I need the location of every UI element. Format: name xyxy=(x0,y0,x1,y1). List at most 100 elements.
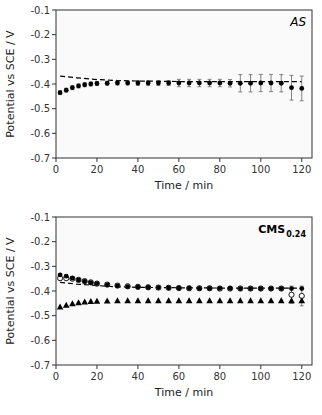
triangle-point xyxy=(63,302,70,308)
tick xyxy=(52,365,56,366)
triangle-point xyxy=(114,297,121,303)
error-bar xyxy=(136,81,140,86)
error-bar xyxy=(197,79,201,86)
error-bar xyxy=(228,287,232,291)
tick xyxy=(219,158,220,162)
open-point xyxy=(135,284,140,289)
point xyxy=(299,86,304,91)
annotation: AS xyxy=(289,15,306,29)
open-point xyxy=(70,276,75,281)
error-bar xyxy=(126,284,130,288)
point xyxy=(176,81,181,86)
point xyxy=(207,81,212,86)
frame xyxy=(56,217,312,365)
figure: -0.7-0.6-0.5-0.4-0.3-0.2-0.1020406080100… xyxy=(0,0,322,415)
tick xyxy=(52,10,56,11)
error-bar xyxy=(70,86,74,90)
triangle-point xyxy=(278,297,285,303)
open-point xyxy=(146,285,151,290)
tick-label: 80 xyxy=(213,164,226,175)
point xyxy=(95,281,100,286)
error-bar xyxy=(77,84,81,88)
tick-label: -0.4 xyxy=(30,79,50,90)
tick xyxy=(137,365,138,369)
tick-label: 40 xyxy=(132,371,145,382)
tick xyxy=(301,158,302,162)
plot-area xyxy=(56,217,312,365)
tick-label: -0.3 xyxy=(30,261,50,272)
error-bar xyxy=(146,285,150,289)
triangle-point xyxy=(176,297,183,303)
error-bar xyxy=(279,75,283,92)
point xyxy=(299,286,304,291)
tick xyxy=(52,340,56,341)
point xyxy=(248,286,253,291)
error-bar xyxy=(187,79,191,86)
open-point xyxy=(279,286,284,291)
point xyxy=(70,276,75,281)
tick-label: -0.5 xyxy=(30,103,50,114)
tick-label: 60 xyxy=(173,371,186,382)
point xyxy=(70,85,75,90)
triangle-point xyxy=(196,297,203,303)
triangle-point xyxy=(268,297,275,303)
triangle-point xyxy=(206,297,213,303)
error-bar xyxy=(218,79,222,86)
error-bar xyxy=(115,284,119,288)
tick-label: -0.3 xyxy=(30,54,50,65)
open-point xyxy=(217,286,222,291)
tick-label: -0.7 xyxy=(30,153,50,164)
tick xyxy=(56,365,57,369)
tick xyxy=(56,158,57,162)
error-bar xyxy=(156,286,160,290)
error-bar xyxy=(167,286,171,290)
error-bar xyxy=(218,287,222,291)
point xyxy=(217,81,222,86)
triangle-point xyxy=(247,297,254,303)
y-axis-label: Potential vs SCE / V xyxy=(4,30,17,138)
error-bar xyxy=(95,282,99,286)
point xyxy=(136,81,141,86)
error-bar xyxy=(58,91,62,95)
point xyxy=(136,285,141,290)
error-bar xyxy=(77,278,81,282)
point xyxy=(88,82,93,87)
point xyxy=(146,285,151,290)
tick xyxy=(96,365,97,369)
error-bar xyxy=(177,79,181,86)
point xyxy=(58,90,63,95)
point xyxy=(115,81,120,86)
tick xyxy=(52,217,56,218)
error-bar xyxy=(89,82,93,86)
point xyxy=(228,286,233,291)
error-bar xyxy=(95,82,99,86)
triangle-point xyxy=(81,299,88,305)
error-bar xyxy=(115,81,119,85)
point xyxy=(76,84,81,89)
point xyxy=(269,81,274,86)
point xyxy=(76,278,81,283)
error-bar xyxy=(83,279,87,283)
point xyxy=(156,81,161,86)
triangle-point xyxy=(227,297,234,303)
point xyxy=(105,282,110,287)
error-bar xyxy=(259,74,263,91)
point xyxy=(289,85,294,90)
tick xyxy=(178,365,179,369)
error-bar xyxy=(249,75,253,92)
triangle-point xyxy=(288,297,295,303)
open-point xyxy=(156,285,161,290)
error-bar xyxy=(259,287,263,291)
triangle-point xyxy=(155,297,162,303)
triangle-point xyxy=(258,297,265,303)
point xyxy=(258,286,263,291)
line xyxy=(60,76,302,81)
tick-label: 100 xyxy=(251,164,270,175)
error-bar xyxy=(269,287,273,291)
tick-label: -0.4 xyxy=(30,286,50,297)
error-bar xyxy=(146,81,150,86)
marks xyxy=(57,273,305,310)
point xyxy=(269,286,274,291)
plot-area xyxy=(56,10,312,158)
point xyxy=(115,283,120,288)
